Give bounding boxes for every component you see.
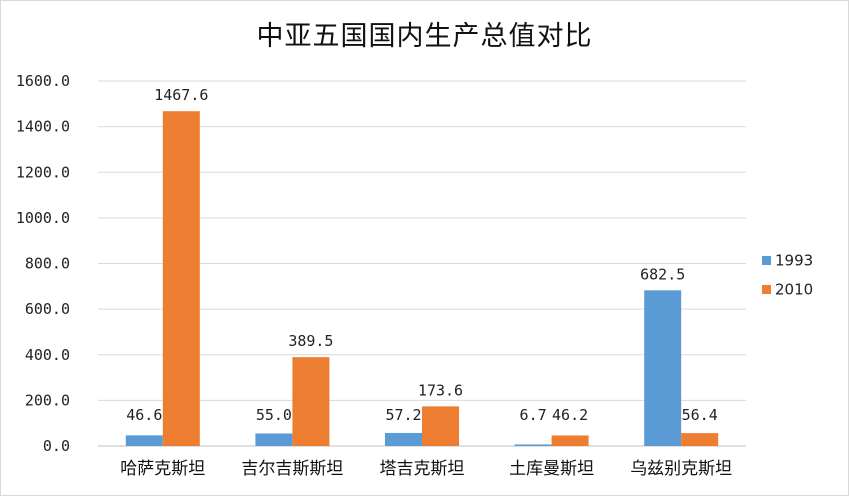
data-label: 173.6: [418, 381, 463, 399]
data-label: 55.0: [256, 406, 292, 424]
chart-title: 中亚五国国内生产总值对比: [256, 21, 593, 52]
x-category-label: 土库曼斯坦: [509, 459, 594, 479]
legend: 1993 2010: [762, 252, 813, 299]
x-category-label: 乌兹别克斯坦: [630, 459, 732, 479]
bar-1993: [644, 290, 682, 446]
y-tick-label: 1000.0: [16, 209, 70, 227]
legend-swatch: [762, 285, 771, 294]
x-category-label: 吉尔吉斯斯坦: [241, 459, 343, 479]
x-category-label: 塔吉克斯坦: [380, 459, 465, 479]
data-label: 389.5: [288, 332, 333, 350]
data-labels: 46.6 1467.6 55.0 389.5 57.2 173.6 6.7 46.2 682.5…: [126, 86, 718, 424]
legend-label: 1993: [775, 252, 813, 270]
data-label: 1467.6: [154, 86, 208, 104]
y-tick-label: 200.0: [25, 391, 70, 409]
bar-1993: [385, 432, 422, 446]
data-label: 56.4: [682, 406, 718, 424]
legend-swatch: [762, 256, 771, 265]
bar-1993: [255, 433, 293, 446]
y-tick-label: 600.0: [25, 300, 70, 318]
bar-2010: [162, 111, 200, 447]
y-tick-label: 1400.0: [16, 118, 70, 136]
gridlines: [98, 80, 746, 447]
x-category-label: 哈萨克斯坦: [120, 459, 205, 479]
bar-2010: [681, 433, 719, 446]
bars: [125, 111, 719, 447]
data-label: 46.2: [552, 406, 588, 424]
y-tick-label: 1600.0: [16, 72, 70, 90]
data-label: 682.5: [640, 265, 685, 283]
y-tick-label: 1200.0: [16, 163, 70, 181]
data-label: 46.6: [126, 406, 162, 424]
y-tick-label: 800.0: [25, 255, 70, 273]
data-label: 6.7: [520, 406, 547, 424]
bar-1993: [125, 435, 163, 446]
legend-label: 2010: [775, 281, 813, 299]
y-tick-label: 400.0: [25, 346, 70, 364]
y-axis-ticks: 0.0 200.0 400.0 600.0 800.0 1000.0 1200.0 1400.…: [16, 72, 70, 455]
bar-2010: [551, 435, 589, 446]
bar-2010: [422, 406, 459, 446]
bar-2010: [292, 357, 330, 446]
y-tick-label: 0.0: [43, 437, 70, 455]
x-axis-categories: 哈萨克斯坦 吉尔吉斯斯坦 塔吉克斯坦 土库曼斯坦 乌兹别克斯坦: [120, 459, 732, 479]
data-label: 57.2: [385, 406, 421, 424]
bar-1993: [514, 444, 552, 446]
